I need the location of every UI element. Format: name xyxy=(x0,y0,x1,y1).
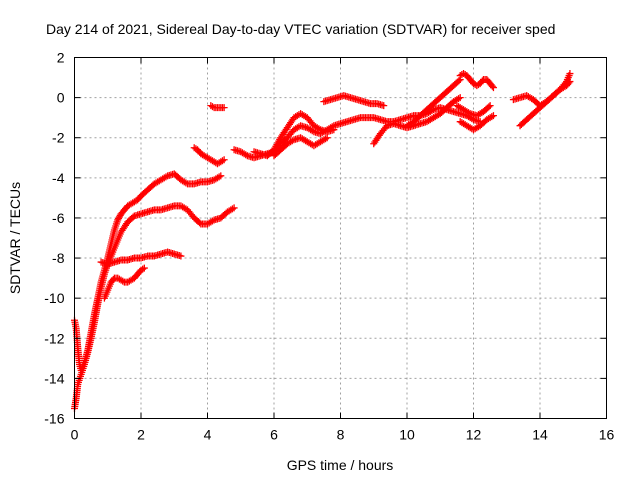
series-arc-17 xyxy=(516,78,574,130)
data-point xyxy=(315,125,323,133)
data-point xyxy=(566,78,574,86)
data-point xyxy=(114,216,122,224)
data-point xyxy=(330,126,338,134)
data-point xyxy=(486,102,494,110)
y-tick-label: 2 xyxy=(57,50,65,66)
x-axis-label: GPS time / hours xyxy=(287,457,394,473)
data-point xyxy=(322,135,330,143)
axes: 0 2 4 6 8 10 12 14 16 2 0 -2 -4 -6 -8 -10 -12 -14 -16 xyxy=(44,50,614,443)
series-arc-10 xyxy=(320,92,388,110)
x-tick-label: 6 xyxy=(270,427,278,443)
data-point xyxy=(455,77,463,85)
x-tick-label: 12 xyxy=(466,427,482,443)
x-tick-label: 10 xyxy=(399,427,415,443)
data-point xyxy=(208,103,216,111)
data-point xyxy=(115,213,123,221)
data-point xyxy=(217,172,225,180)
y-tick-label: -4 xyxy=(52,170,65,186)
series-arc-8 xyxy=(250,110,338,160)
series-arc-5 xyxy=(207,102,228,112)
y-tick-label: -2 xyxy=(52,130,65,146)
chart-title: Day 214 of 2021, Sidereal Day-to-day VTE… xyxy=(46,21,555,37)
y-tick-label: -12 xyxy=(44,330,64,346)
data-point xyxy=(566,70,574,78)
y-axis-label: SDTVAR / TECUs xyxy=(7,182,23,294)
y-tick-label: -16 xyxy=(44,411,64,427)
plot-frame xyxy=(74,57,607,419)
x-tick-label: 4 xyxy=(204,427,212,443)
data-point xyxy=(308,127,316,135)
y-tick-label: -6 xyxy=(52,210,65,226)
data-point xyxy=(323,134,331,142)
data-point xyxy=(485,103,493,111)
data-point xyxy=(218,157,226,165)
series-arc-6 xyxy=(190,144,228,168)
data-point xyxy=(488,113,496,121)
series-arc-4 xyxy=(100,264,148,302)
data-point xyxy=(196,219,204,227)
data-point xyxy=(220,104,228,112)
data-point xyxy=(220,156,228,164)
data-point xyxy=(208,217,216,225)
data-point xyxy=(215,173,223,181)
y-tick-label: 0 xyxy=(57,90,65,106)
series-arc-13 xyxy=(456,70,497,92)
series-arc-11 xyxy=(370,94,464,148)
x-tick-label: 8 xyxy=(337,427,345,443)
series-arc-1 xyxy=(71,170,225,374)
data-point xyxy=(489,84,497,92)
y-tick-label: -14 xyxy=(44,370,64,386)
data-point xyxy=(456,94,464,102)
data-point xyxy=(139,265,147,273)
data-point xyxy=(182,179,190,187)
data-point xyxy=(177,252,185,260)
data-point xyxy=(465,109,473,117)
series-arc-15 xyxy=(453,102,494,120)
data-point xyxy=(230,204,238,212)
series-arc-3 xyxy=(97,248,185,268)
data-point xyxy=(380,102,388,110)
y-tick-label: -8 xyxy=(52,250,65,266)
series-arc-14 xyxy=(456,112,497,134)
data-point xyxy=(455,95,463,103)
data-point xyxy=(242,151,250,159)
data-point xyxy=(489,112,497,120)
grid xyxy=(74,57,607,419)
x-tick-label: 0 xyxy=(71,427,79,443)
data-point xyxy=(115,214,123,222)
x-tick-label: 16 xyxy=(599,427,615,443)
data-point xyxy=(565,79,573,87)
x-tick-label: 14 xyxy=(532,427,548,443)
x-tick-label: 2 xyxy=(137,427,145,443)
data-point xyxy=(488,82,496,90)
data-points xyxy=(71,70,574,412)
data-point xyxy=(288,137,296,145)
y-tick-label: -10 xyxy=(44,290,64,306)
data-point xyxy=(228,205,236,213)
series-arc-12 xyxy=(403,76,464,130)
data-point xyxy=(140,264,148,272)
data-point xyxy=(162,173,170,181)
series-arc-9 xyxy=(270,134,331,160)
data-point xyxy=(119,277,127,285)
